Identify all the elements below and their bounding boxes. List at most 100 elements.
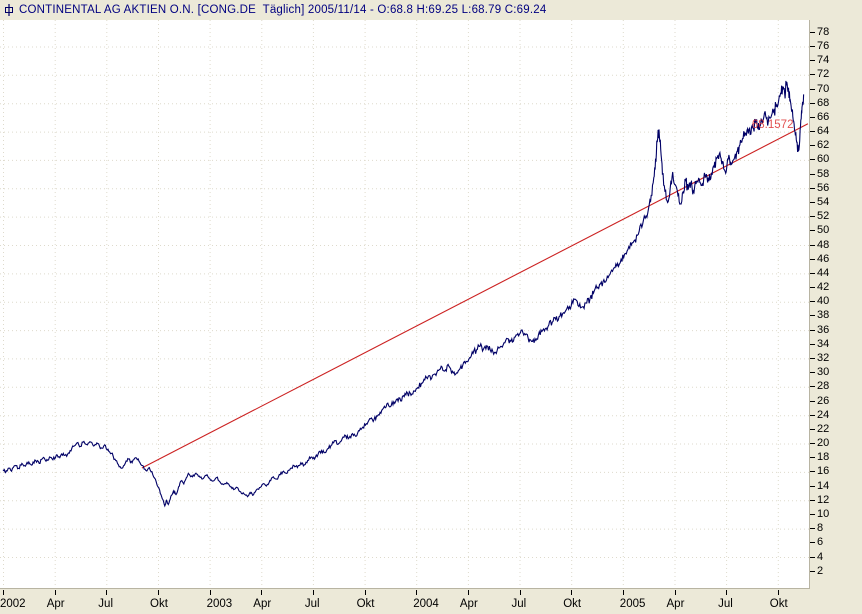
y-axis-label: 22 [817, 422, 830, 435]
y-axis-tick [810, 230, 815, 232]
y-axis-label: 52 [817, 210, 830, 223]
x-axis-label: 2002 [0, 598, 26, 610]
y-axis-tick [810, 357, 815, 359]
y-axis-tick [810, 570, 815, 572]
y-axis-tick [810, 88, 815, 90]
y-axis-label: 74 [817, 54, 830, 67]
y-axis-label: 48 [817, 238, 830, 251]
y-axis-label: 8 [817, 522, 824, 535]
x-axis-tick [364, 590, 366, 595]
y-axis-tick [810, 513, 815, 515]
y-axis-tick [810, 131, 815, 133]
y-axis-label: 18 [817, 451, 830, 464]
trendline-value-label: 68.1572 [752, 119, 794, 131]
y-axis-tick [810, 272, 815, 274]
y-axis-tick [810, 46, 815, 47]
x-axis-tick [54, 590, 56, 595]
y-axis-tick [810, 301, 815, 303]
y-axis-tick [810, 145, 815, 147]
y-axis-tick [810, 343, 815, 345]
y-axis-tick [810, 173, 815, 175]
y-axis-tick [810, 528, 815, 530]
y-axis-tick [810, 372, 815, 374]
x-axis-tick [571, 590, 573, 595]
y-axis-label: 36 [817, 323, 830, 336]
y-axis-tick [810, 443, 815, 444]
y-axis-label: 6 [817, 536, 824, 549]
y-axis-label: 12 [817, 493, 830, 506]
y-axis-label: 54 [817, 196, 830, 208]
x-axis-label: Jul [304, 598, 320, 610]
x-axis-tick [312, 590, 314, 595]
y-axis-tick [810, 287, 815, 288]
y-axis-label: 20 [817, 437, 830, 449]
x-axis-label: 2003 [206, 598, 233, 610]
x-axis-label: Apr [666, 598, 685, 610]
x-axis-tick [519, 590, 521, 595]
y-axis-label: 10 [817, 507, 830, 520]
x-axis-tick [726, 590, 728, 595]
y-axis-label: 50 [817, 224, 830, 237]
y-axis-tick [810, 428, 815, 430]
y-axis-label: 16 [817, 465, 830, 478]
y-axis-label: 62 [817, 139, 830, 152]
y-axis-label: 68 [817, 96, 830, 109]
y-axis-label: 44 [817, 266, 830, 279]
y-axis-tick [810, 485, 815, 487]
y-axis-tick [810, 31, 815, 33]
x-axis-tick [261, 590, 263, 595]
y-axis-label: 64 [817, 125, 830, 138]
trendline[interactable] [141, 123, 809, 469]
x-axis-tick [3, 590, 4, 595]
y-axis-tick [810, 329, 815, 331]
y-axis-tick [810, 102, 815, 104]
y-axis-label: 40 [817, 295, 830, 308]
chart-window-icon [4, 4, 14, 16]
y-axis-tick [810, 74, 815, 76]
x-axis-tick [209, 590, 211, 595]
y-axis-tick [810, 400, 815, 402]
y-axis-tick [810, 315, 815, 317]
x-axis-label: Okt [356, 598, 375, 610]
y-axis-label: 32 [817, 351, 830, 364]
x-axis-label: 2004 [413, 598, 439, 610]
chart-title: CONTINENTAL AG AKTIEN O.N. [CONG.DE Tägl… [19, 4, 547, 16]
y-axis-label: 4 [817, 550, 824, 563]
y-axis-tick [810, 244, 815, 246]
chart-title-bar: CONTINENTAL AG AKTIEN O.N. [CONG.DE Tägl… [0, 0, 862, 20]
x-axis-label: Jul [98, 598, 113, 610]
y-axis-tick [810, 386, 815, 388]
x-axis-tick [622, 590, 624, 595]
y-axis-tick [810, 116, 815, 118]
y-axis-tick [810, 471, 815, 473]
y-axis-label: 28 [817, 380, 830, 393]
x-axis-label: Jul [511, 598, 527, 610]
x-axis-label: Okt [563, 598, 582, 610]
y-axis-label: 34 [817, 337, 830, 350]
y-axis-tick [810, 216, 815, 218]
x-axis-tick [777, 590, 779, 595]
x-axis-label: Okt [150, 598, 168, 610]
y-axis-tick [810, 258, 815, 260]
y-axis-label: 60 [817, 153, 830, 166]
y-axis-label: 56 [817, 181, 830, 194]
y-axis-tick [810, 159, 815, 161]
y-axis-label: 24 [817, 408, 830, 421]
y-axis-tick [810, 457, 815, 459]
y-axis-label: 72 [817, 68, 830, 81]
x-axis-tick [106, 590, 108, 595]
y-axis-label: 42 [817, 281, 830, 293]
y-axis-tick [810, 60, 815, 62]
grid-layer [0, 20, 809, 588]
chart-plot-area[interactable]: 68.1572 [0, 20, 810, 589]
y-axis-label: 78 [817, 25, 830, 38]
x-axis-tick [674, 590, 676, 595]
y-axis-tick [810, 414, 815, 416]
x-axis-label: Apr [459, 598, 478, 610]
x-axis-tick [467, 590, 469, 595]
y-axis-label: 26 [817, 394, 830, 407]
y-axis-label: 2 [817, 564, 824, 577]
y-axis-label: 30 [817, 366, 830, 379]
y-axis-label: 70 [817, 82, 830, 95]
